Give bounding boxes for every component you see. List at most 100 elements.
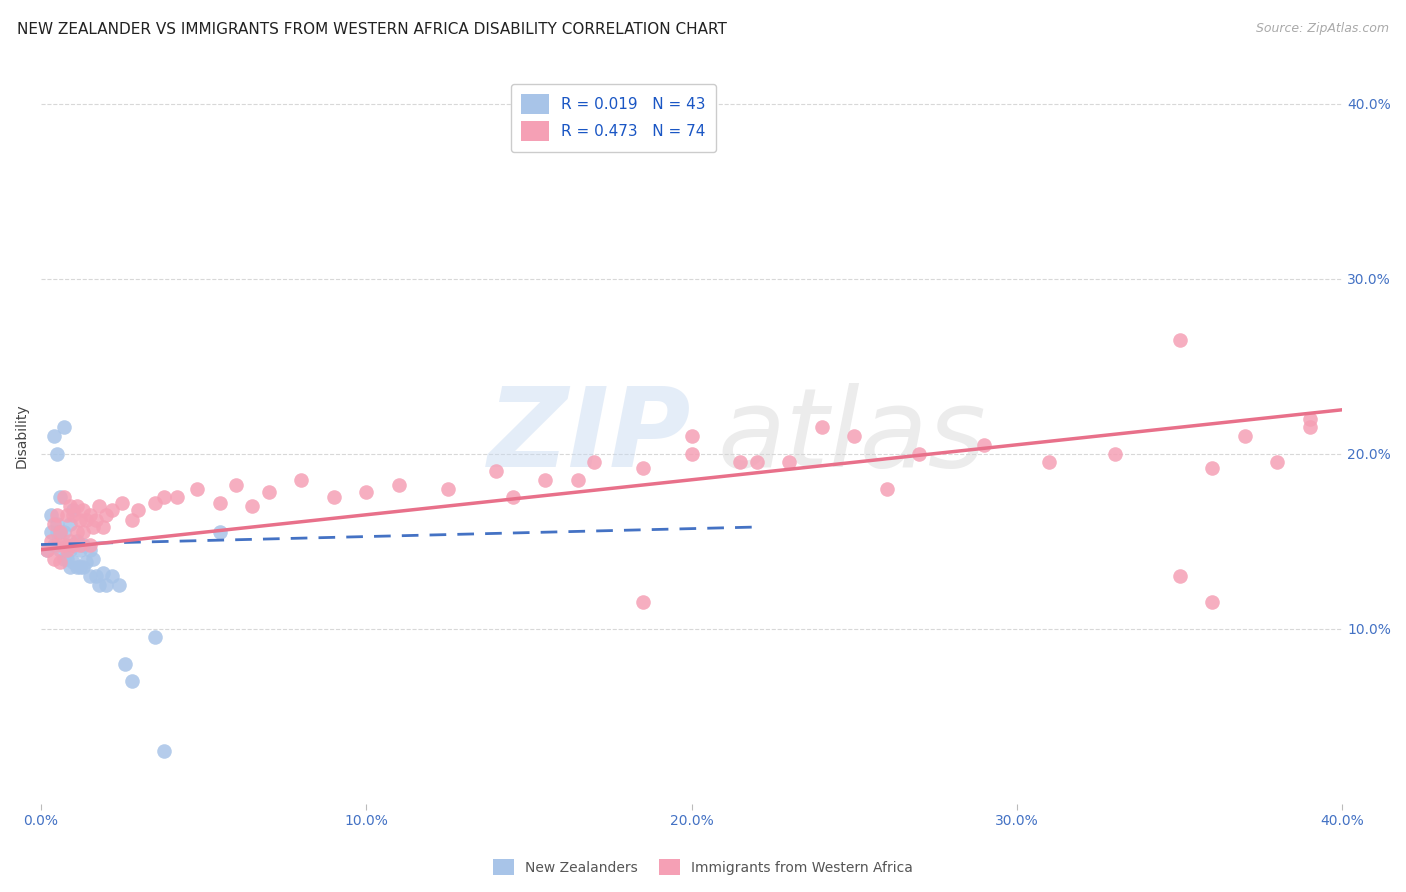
Point [59, 499, 82, 513]
Point [844, 429, 866, 443]
Point [46, 525, 69, 540]
Point [1233, 429, 1256, 443]
Point [49, 490, 72, 504]
Point [52, 420, 75, 434]
Point [1168, 569, 1191, 583]
Point [52, 525, 75, 540]
Text: Source: ZipAtlas.com: Source: ZipAtlas.com [1256, 22, 1389, 36]
Point [388, 478, 411, 492]
Point [79, 569, 101, 583]
Point [62, 508, 84, 522]
Point [1265, 455, 1288, 469]
Point [94, 508, 117, 522]
Point [114, 657, 136, 671]
Point [65, 499, 87, 513]
Point [1168, 333, 1191, 347]
Point [49, 542, 72, 557]
Point [908, 446, 931, 460]
Point [322, 490, 344, 504]
Point [354, 485, 377, 500]
Point [186, 482, 208, 496]
Point [876, 482, 898, 496]
Point [72, 560, 94, 574]
Point [101, 502, 124, 516]
Point [62, 537, 84, 551]
Point [65, 560, 87, 574]
Point [39, 508, 62, 522]
Point [56, 542, 79, 557]
Point [72, 537, 94, 551]
Point [39, 525, 62, 540]
Point [1201, 595, 1223, 609]
Point [631, 460, 654, 475]
Point [127, 502, 149, 516]
Point [42, 516, 65, 531]
Point [973, 438, 995, 452]
Point [62, 502, 84, 516]
Point [56, 551, 79, 566]
Point [62, 537, 84, 551]
Point [1201, 460, 1223, 475]
Point [65, 534, 87, 549]
Point [631, 595, 654, 609]
Y-axis label: Disability: Disability [15, 404, 30, 468]
Point [108, 578, 131, 592]
Text: NEW ZEALANDER VS IMMIGRANTS FROM WESTERN AFRICA DISABILITY CORRELATION CHART: NEW ZEALANDER VS IMMIGRANTS FROM WESTERN… [17, 22, 727, 37]
Point [681, 429, 703, 443]
Point [121, 513, 143, 527]
Point [59, 534, 82, 549]
Point [56, 537, 79, 551]
Point [72, 525, 94, 540]
Point [101, 569, 124, 583]
Point [69, 513, 91, 527]
Point [1104, 446, 1126, 460]
Text: atlas: atlas [717, 383, 986, 490]
Point [153, 744, 176, 758]
Point [582, 455, 605, 469]
Point [730, 455, 752, 469]
Point [436, 482, 458, 496]
Point [502, 490, 524, 504]
Point [208, 495, 231, 509]
Point [111, 495, 134, 509]
Point [257, 485, 280, 500]
Point [59, 542, 82, 557]
Point [65, 525, 87, 540]
Point [225, 478, 247, 492]
Point [681, 446, 703, 460]
Point [79, 537, 101, 551]
Point [49, 525, 72, 540]
Point [1038, 455, 1060, 469]
Point [46, 446, 69, 460]
Point [534, 473, 557, 487]
Point [91, 566, 114, 580]
Point [810, 420, 832, 434]
Point [567, 473, 589, 487]
Point [84, 569, 107, 583]
Legend: R = 0.019   N = 43, R = 0.473   N = 74: R = 0.019 N = 43, R = 0.473 N = 74 [510, 84, 716, 152]
Text: ZIP: ZIP [488, 383, 692, 490]
Point [49, 525, 72, 540]
Point [46, 516, 69, 531]
Point [153, 490, 176, 504]
Point [52, 537, 75, 551]
Point [42, 429, 65, 443]
Point [56, 508, 79, 522]
Point [52, 490, 75, 504]
Point [121, 673, 143, 688]
Point [143, 630, 166, 644]
Point [1299, 420, 1322, 434]
Point [89, 578, 111, 592]
Point [91, 520, 114, 534]
Point [240, 499, 263, 513]
Point [82, 551, 104, 566]
Point [208, 525, 231, 540]
Point [84, 513, 107, 527]
Point [69, 560, 91, 574]
Legend: New Zealanders, Immigrants from Western Africa: New Zealanders, Immigrants from Western … [488, 854, 918, 880]
Point [59, 516, 82, 531]
Point [52, 551, 75, 566]
Point [49, 555, 72, 569]
Point [42, 551, 65, 566]
Point [42, 537, 65, 551]
